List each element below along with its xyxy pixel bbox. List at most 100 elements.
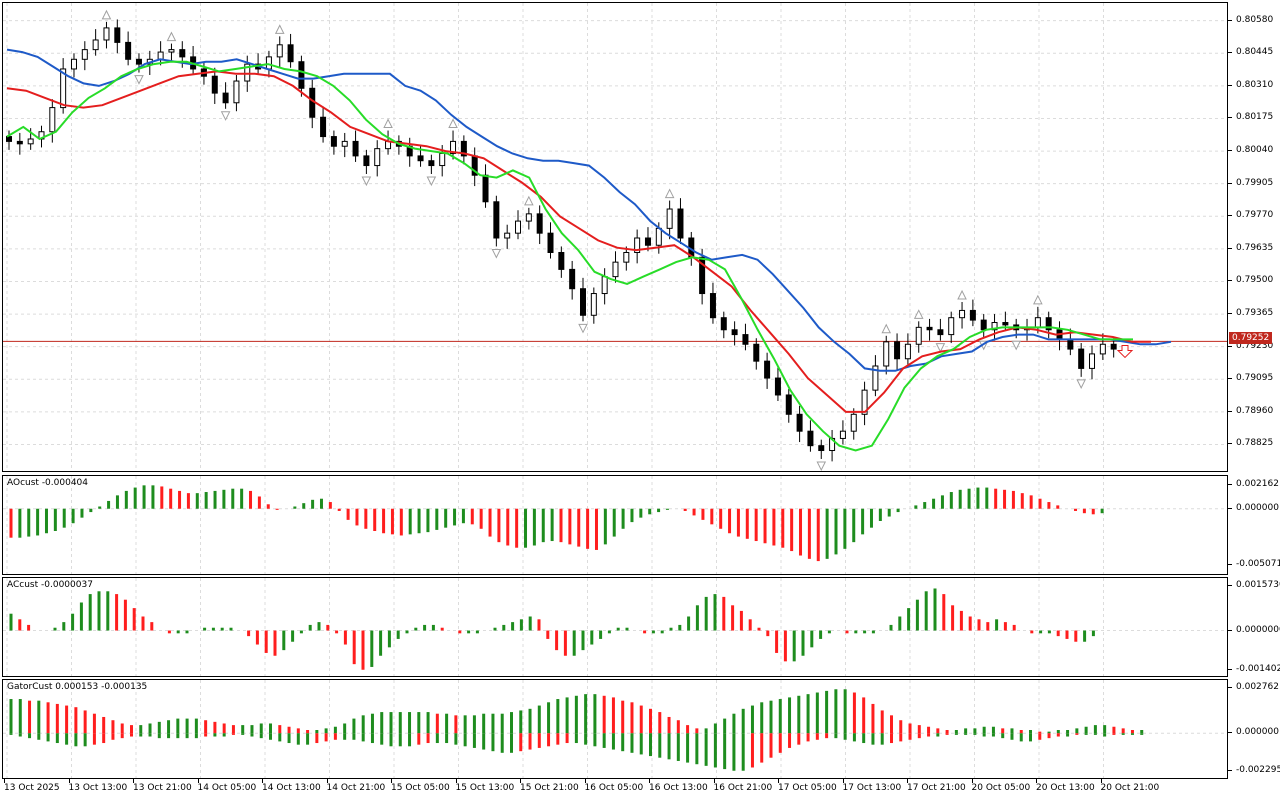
price-tick-label: 0.79095 [1227, 373, 1274, 384]
bear-candle [211, 75, 218, 94]
fractal-up-marker [448, 118, 458, 129]
bear-candle [547, 232, 554, 253]
bull-candle [168, 49, 175, 53]
time-tick-label: 16 Oct 05:00 [584, 779, 644, 793]
time-tick-label: 20 Oct 13:00 [1036, 779, 1095, 793]
bull-candle [49, 107, 56, 133]
bull-candle [623, 251, 630, 263]
time-tick-label: 17 Oct 13:00 [842, 779, 902, 793]
bear-candle [731, 329, 738, 336]
bear-candle [980, 319, 987, 331]
ao-histogram [3, 476, 1227, 574]
fractal-up-marker [957, 289, 967, 300]
price-y-axis: 0.80580 0.80445 0.80310 0.80175 0.80040 0.799… [1227, 2, 1280, 472]
time-tick-label: 13 Oct 2025 [4, 779, 60, 793]
bull-candle [233, 80, 240, 104]
bull-candle [991, 322, 998, 331]
bull-candle [1099, 343, 1106, 355]
bull-candle [244, 63, 251, 82]
fractal-down-marker [578, 323, 588, 334]
moving-average-line [6, 70, 1151, 413]
price-tick-label: 0.79635 [1227, 242, 1274, 253]
price-tick-label: 0.79365 [1227, 308, 1274, 319]
bull-candle [915, 326, 922, 345]
ac-indicator-pane[interactable]: ACcust -0.0000037 [2, 577, 1228, 677]
ao-label: AOcust -0.000404 [7, 478, 89, 488]
price-tick-label: -0.002295 [1227, 765, 1280, 775]
bull-candle [276, 44, 283, 58]
time-tick-label: 13 Oct 13:00 [68, 779, 128, 793]
price-tick-label: 0.002162 [1228, 478, 1279, 489]
time-tick-label: 15 Oct 05:00 [391, 779, 450, 793]
bull-candle [612, 261, 619, 278]
fractal-up-marker [101, 9, 112, 20]
bear-candle [428, 160, 435, 167]
bull-candle [157, 51, 164, 60]
fractal-down-marker [220, 111, 231, 121]
bull-candle [883, 341, 890, 367]
time-tick-label: 14 Oct 13:00 [262, 779, 321, 793]
price-tick-label: 0.80580 [1227, 14, 1274, 25]
fractal-up-marker [383, 118, 393, 129]
bull-candle [70, 58, 77, 70]
bear-candle [179, 49, 186, 58]
price-chart-pane[interactable] [2, 2, 1228, 472]
bear-candle [1110, 343, 1117, 350]
bear-candle [796, 413, 803, 432]
time-tick-label: 17 Oct 21:00 [907, 779, 966, 793]
bear-candle [774, 377, 781, 396]
price-tick-label: 0.79500 [1227, 275, 1274, 286]
bull-candle [655, 227, 662, 246]
bear-candle [320, 116, 327, 138]
bear-candle [460, 140, 467, 157]
ac-label: ACcust -0.0000037 [7, 580, 93, 590]
fractal-up-marker [881, 323, 892, 334]
bear-candle [720, 317, 727, 331]
bear-candle [569, 268, 576, 290]
time-tick-label: 14 Oct 05:00 [197, 779, 257, 793]
price-tick-label: 0.0000000 [1228, 625, 1280, 635]
time-tick-label: 16 Oct 13:00 [649, 779, 708, 793]
bear-candle [330, 136, 337, 147]
ao-indicator-pane[interactable]: AOcust -0.000404 [2, 475, 1228, 575]
bear-candle [969, 309, 976, 321]
bear-candle [753, 343, 760, 362]
fractal-down-marker [1076, 379, 1086, 389]
gator-label: GatorCust 0.000153 -0.000135 [7, 682, 148, 692]
time-tick-label: 16 Oct 21:00 [713, 779, 773, 793]
bear-candle [742, 334, 749, 345]
bull-candle [666, 208, 673, 229]
bear-candle [16, 140, 23, 145]
fractal-down-marker [491, 248, 502, 259]
price-tick-label: 0.000000 [1228, 727, 1279, 738]
price-tick-label: 0.78825 [1227, 438, 1274, 449]
time-tick-label: 14 Oct 21:00 [326, 779, 386, 793]
sell-arrow-icon [1116, 344, 1134, 359]
time-tick-label: 15 Oct 21:00 [520, 779, 579, 793]
bear-candle [287, 44, 294, 63]
bear-candle [894, 341, 901, 360]
bear-candle [417, 155, 424, 162]
bull-candle [601, 276, 608, 295]
fractal-down-marker [134, 75, 144, 85]
bull-candle [525, 213, 532, 222]
fractal-up-marker [913, 309, 924, 319]
bear-candle [222, 92, 229, 104]
fractal-up-marker [166, 31, 177, 42]
moving-average-line [6, 60, 1133, 452]
price-tick-label: 0.78960 [1227, 405, 1274, 416]
time-tick-label: 17 Oct 05:00 [778, 779, 837, 793]
bear-candle [1078, 348, 1085, 369]
bear-candle [536, 213, 543, 234]
bear-candle [352, 140, 359, 157]
bull-candle [861, 389, 868, 415]
price-tick-label: 0.79905 [1227, 177, 1274, 188]
ac-histogram [3, 578, 1227, 676]
gator-indicator-pane[interactable]: GatorCust 0.000153 -0.000135 [2, 679, 1228, 779]
bear-candle [135, 58, 142, 65]
bull-candle [1089, 353, 1096, 369]
bear-candle [807, 430, 814, 447]
bull-candle [590, 293, 597, 316]
price-tick-label: 0.80040 [1227, 145, 1274, 156]
ac-y-axis: 0.0015730 0.0000000 -0.0014028 [1228, 577, 1280, 677]
